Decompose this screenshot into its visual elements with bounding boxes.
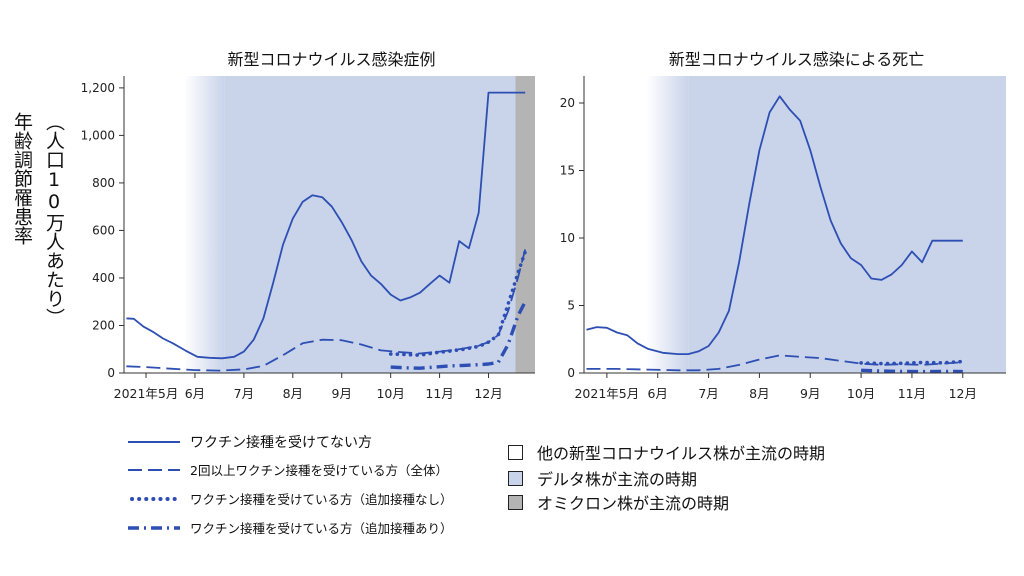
period-background-other (584, 76, 647, 373)
x-tick-label: 8月 (283, 386, 303, 401)
legend-label: ワクチン接種を受けてない方 (190, 435, 372, 451)
period-background-other (124, 76, 185, 373)
y-tick-label: 20 (560, 96, 575, 110)
legend-label: 2回以上ワクチン接種を受けている方（全体） (190, 463, 448, 478)
series-line-solid (126, 91, 526, 360)
legend-label: ワクチン接種を受けている方（追加接種あり） (190, 521, 453, 536)
y-tick-label: 1,200 (81, 81, 115, 95)
omicron-swatch (508, 494, 523, 510)
y-tick-label: 400 (92, 271, 115, 285)
legend-item-unvaccinated: ワクチン接種を受けてない方 (128, 432, 372, 452)
x-tick-label: 7月 (698, 386, 718, 401)
series-line-dashdot (390, 300, 527, 370)
legend-label: デルタ株が主流の時期 (537, 470, 698, 489)
x-tick-label: 11月 (425, 386, 453, 401)
y-tick-label: 10 (560, 231, 575, 245)
y-tick-label: 200 (92, 318, 115, 332)
legend-label: ワクチン接種を受けている方（追加接種なし） (190, 492, 453, 507)
chart-deaths-group: 0 5 10 15 20 2021年5月 6月 7月 8月 9月 10月 11月 12月 (560, 76, 1006, 401)
period-background-transition (646, 76, 689, 373)
legend-item-omicron: オミクロン株が主流の時期 (508, 490, 729, 514)
x-tick-label: 10月 (376, 386, 404, 401)
x-tick-label: 8月 (749, 386, 769, 401)
y-axis-label-line2: （人口10万人あたり） (43, 112, 65, 327)
period-background-transition (184, 76, 225, 373)
y-tick-label: 0 (567, 366, 575, 380)
x-tick-label: 9月 (800, 386, 820, 401)
legend-solid-line-icon (128, 441, 180, 443)
legend-item-vaccinated-booster: ワクチン接種を受けている方（追加接種あり） (128, 518, 453, 537)
legend-dashdot-line-icon (128, 525, 180, 530)
x-tick-label: 2021年5月 (574, 386, 639, 401)
x-tick-label: 7月 (234, 386, 254, 401)
y-tick-label: 1,000 (81, 128, 115, 142)
x-tick-label: 6月 (185, 386, 205, 401)
legend-item-vaccinated-no-booster: ワクチン接種を受けている方（追加接種なし） (128, 489, 453, 508)
x-tick-label: 9月 (332, 386, 352, 401)
series-line-dashed (126, 249, 527, 372)
y-axis-label: 年齢調節罹患率 （人口10万人あたり） (6, 112, 72, 352)
series-line-solid (586, 95, 963, 356)
period-background-delta (688, 76, 1006, 373)
chart-cases-group: 0 200 400 600 800 1,000 1,200 2021年5月 6月 7月 8月 9月 10… (81, 76, 535, 401)
delta-swatch (508, 470, 523, 486)
legend-item-vaccinated-all: 2回以上ワクチン接種を受けている方（全体） (128, 460, 448, 479)
y-tick-label: 5 (567, 299, 575, 313)
legend-dashed-line-icon (128, 468, 180, 471)
y-tick-label: 600 (92, 223, 115, 237)
y-tick-label: 15 (560, 164, 575, 178)
x-tick-label: 6月 (647, 386, 667, 401)
chart-title-cases: 新型コロナウイルス感染症例 (227, 50, 436, 69)
x-tick-label: 12月 (474, 386, 502, 401)
period-background-delta (224, 76, 516, 373)
x-tick-label: 12月 (949, 386, 977, 401)
series-line-dotted (388, 250, 528, 358)
period-background-omicron (515, 76, 535, 373)
legend-label: 他の新型コロナウイルス株が主流の時期 (537, 444, 826, 463)
legend-label: オミクロン株が主流の時期 (537, 494, 730, 513)
legend-dotted-line-icon (130, 496, 180, 501)
series-line-dashdot (861, 368, 963, 374)
x-tick-label: 2021年5月 (114, 386, 179, 401)
chart-title-deaths: 新型コロナウイルス感染による死亡 (668, 50, 925, 69)
y-tick-label: 800 (92, 176, 115, 190)
x-tick-label: 11月 (898, 386, 926, 401)
y-tick-label: 0 (107, 366, 115, 380)
series-line-dashed (586, 354, 963, 372)
other-variant-swatch (508, 444, 523, 460)
x-tick-label: 10月 (847, 386, 875, 401)
legend-item-delta: デルタ株が主流の時期 (508, 466, 697, 490)
legend-item-other-variant: 他の新型コロナウイルス株が主流の時期 (508, 440, 825, 464)
series-line-dotted (859, 359, 965, 366)
y-axis-label-line1: 年齢調節罹患率 (11, 112, 33, 245)
